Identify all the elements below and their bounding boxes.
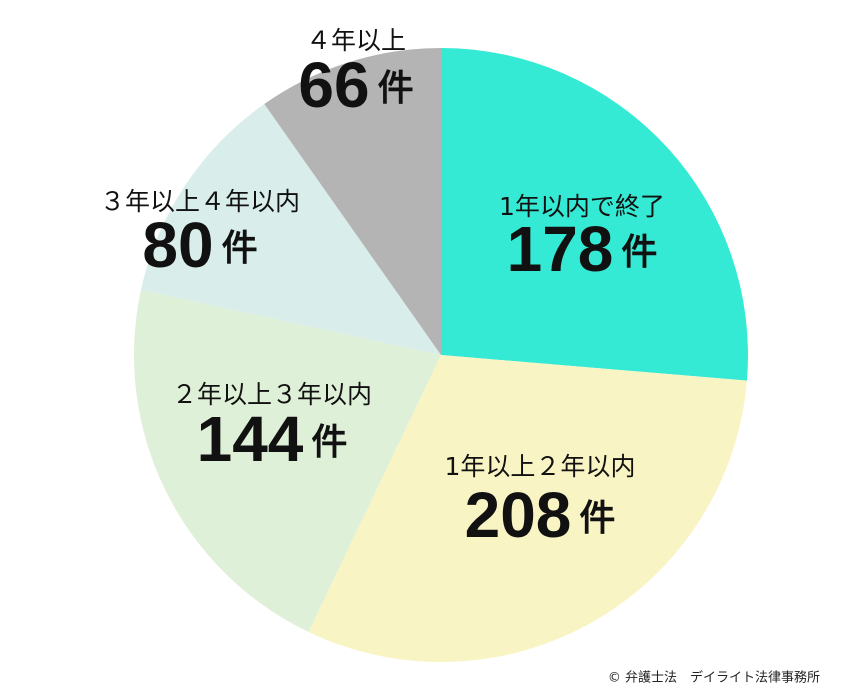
value-unit: 件 [621, 232, 657, 273]
value-label: 144 件 [197, 403, 348, 475]
value-label: 208 件 [465, 479, 616, 551]
value-unit: 件 [579, 498, 615, 539]
pie-slice [140, 103, 441, 355]
slice-label: 1年以内で終了 [499, 192, 665, 221]
slice-label: 1年以上２年以内 [445, 452, 636, 481]
value-number: 66 [298, 49, 369, 121]
slice-label: ３年以上４年以内 [100, 187, 300, 216]
credit: © 弁護士法 デイライト法律事務所 [608, 670, 820, 686]
value-unit: 件 [378, 68, 414, 109]
pie-slice [134, 289, 441, 632]
value-label: 80 件 [142, 209, 257, 281]
value-number: 144 [197, 403, 304, 475]
value-label: 66 件 [298, 49, 413, 121]
value-number: 178 [507, 213, 614, 285]
pie-slice [441, 48, 748, 381]
value-number: 208 [465, 479, 572, 551]
value-number: 80 [142, 209, 213, 281]
slice-label: ４年以上 [306, 26, 406, 55]
pie-slice [308, 355, 747, 662]
slice-label: ２年以上３年以内 [172, 380, 372, 409]
value-unit: 件 [222, 228, 258, 269]
value-label: 178 件 [507, 213, 658, 285]
pie-slice [264, 48, 441, 355]
value-unit: 件 [311, 422, 347, 463]
